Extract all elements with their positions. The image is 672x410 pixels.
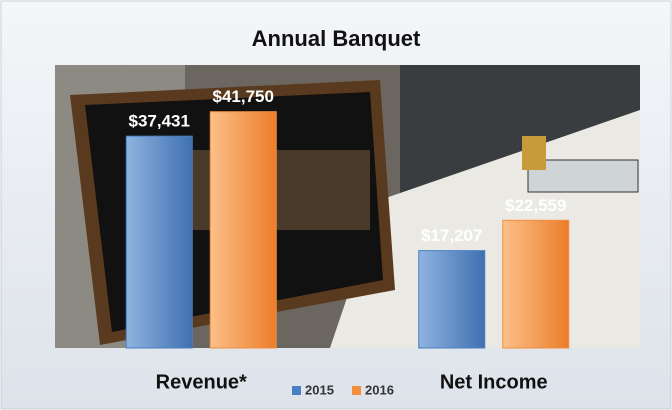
chart-title: Annual Banquet (252, 26, 421, 51)
legend-label: 2015 (305, 382, 334, 397)
bar (125, 135, 193, 349)
x-tick-label: Net Income (440, 371, 548, 393)
legend-swatch (352, 386, 361, 395)
data-label: $37,431 (129, 112, 190, 131)
data-label: $22,559 (505, 196, 566, 215)
data-label: $17,207 (421, 226, 482, 245)
x-tick-label: Revenue* (156, 371, 247, 393)
data-label: $41,750 (213, 87, 274, 106)
bar (209, 111, 277, 349)
bar (418, 250, 486, 349)
legend-swatch (292, 386, 301, 395)
legend-label: 2016 (365, 382, 394, 397)
bar (502, 219, 570, 349)
